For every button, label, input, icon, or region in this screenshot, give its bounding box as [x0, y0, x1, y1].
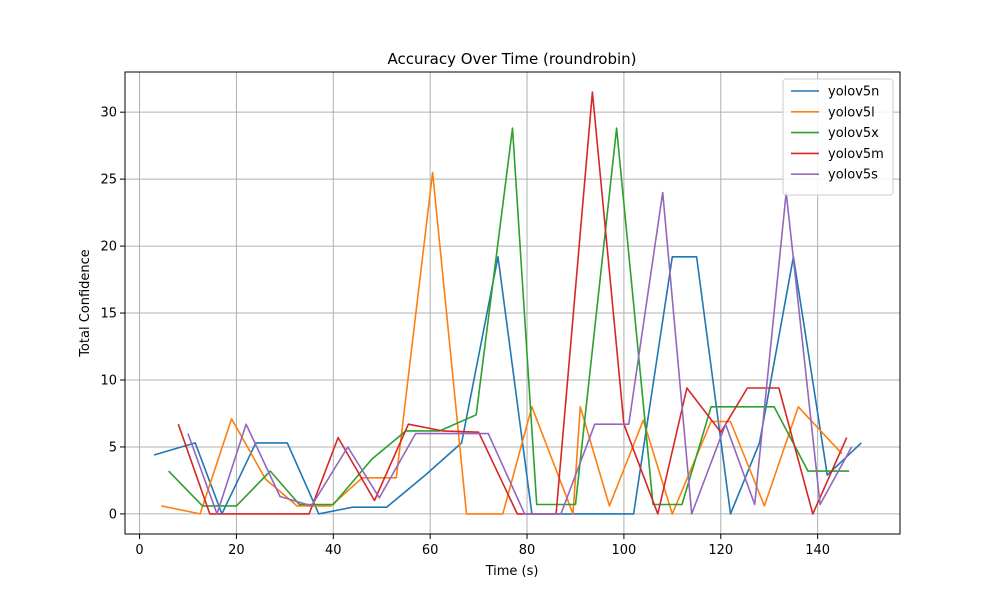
x-tick-label: 40 — [325, 543, 342, 558]
y-tick-label: 25 — [100, 173, 117, 188]
plot-frame — [124, 71, 901, 535]
legend-label-yolov5x: yolov5x — [828, 126, 879, 141]
x-tick-label: 120 — [708, 543, 733, 558]
x-tick-label: 60 — [422, 543, 439, 558]
x-tick-label: 80 — [519, 543, 536, 558]
legend: yolov5n yolov5l yolov5x yolov5m yolov5s — [782, 78, 894, 196]
legend-label-yolov5m: yolov5m — [828, 147, 884, 162]
legend-label-yolov5n: yolov5n — [828, 85, 879, 100]
legend-label-yolov5s: yolov5s — [828, 168, 878, 183]
series-lines — [153, 91, 862, 515]
x-tick-label: 0 — [135, 543, 143, 558]
legend-label-yolov5l: yolov5l — [828, 105, 875, 120]
y-axis-label: Total Confidence — [78, 249, 93, 358]
y-tick-label: 15 — [100, 307, 117, 322]
axis-ticks: 0 20 40 60 80 100 120 140 0 5 10 15 20 25 30 — [100, 106, 830, 558]
x-tick-label: 20 — [228, 543, 245, 558]
series-line-yolov5s — [187, 191, 853, 515]
x-tick-label: 100 — [611, 543, 636, 558]
chart-title: Accuracy Over Time (roundrobin) — [387, 50, 636, 68]
series-line-yolov5l — [161, 171, 843, 515]
y-tick-label: 0 — [109, 507, 117, 522]
x-axis-label: Time (s) — [485, 564, 539, 579]
y-tick-label: 30 — [100, 106, 117, 121]
y-tick-label: 5 — [109, 440, 117, 455]
y-tick-label: 10 — [100, 374, 117, 389]
series-line-yolov5x — [168, 127, 850, 507]
series-line-yolov5m — [177, 91, 848, 515]
x-tick-label: 140 — [805, 543, 830, 558]
y-tick-label: 20 — [100, 240, 117, 255]
legend-box — [782, 78, 894, 196]
